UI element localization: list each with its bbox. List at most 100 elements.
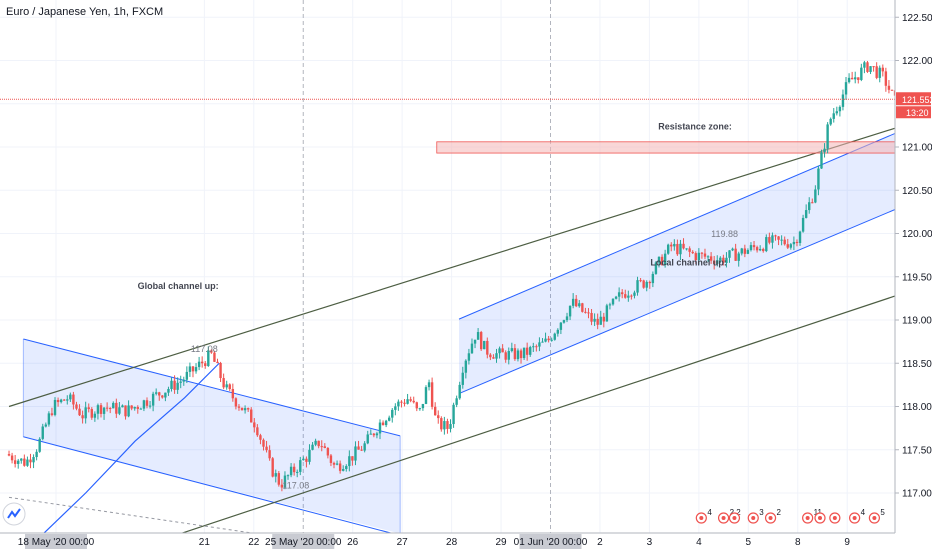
candle-up [765, 237, 767, 251]
candle-down [403, 403, 405, 404]
candle-down [744, 248, 746, 253]
candle-up [167, 389, 169, 393]
candle-up [397, 402, 399, 407]
candle-up [750, 245, 752, 250]
candle-down [587, 312, 589, 313]
candle-up [189, 366, 191, 371]
candle-down [360, 450, 362, 451]
time-tick-label: 29 [495, 537, 507, 548]
candle-down [81, 415, 83, 418]
candle-up [627, 296, 629, 298]
candle-down [229, 384, 231, 389]
time-tick-label: 3 [647, 537, 653, 548]
candle-down [434, 407, 436, 415]
candle-down [768, 237, 770, 243]
candle-up [685, 248, 687, 249]
candle-down [201, 362, 203, 364]
candle-up [443, 421, 445, 429]
candle-up [143, 400, 145, 408]
candle-up [541, 342, 543, 343]
current-price-label: 121.552 [902, 95, 932, 105]
candle-down [63, 400, 65, 401]
candle-up [42, 427, 44, 439]
candle-up [854, 77, 856, 79]
candle-up [465, 361, 467, 373]
candle-up [593, 319, 595, 322]
candle-up [633, 293, 635, 296]
time-tick-label: 01 Jun '20 00:00 [514, 537, 588, 548]
price-axis[interactable]: 117.000 117.500 118.000 118.500 119.000 119.5… [895, 0, 932, 550]
economic-event-icon[interactable] [729, 513, 739, 523]
candle-down [642, 280, 644, 287]
candle-down [271, 458, 273, 476]
price-tick-label: 117.000 [902, 489, 932, 500]
candle-down [75, 404, 77, 408]
candle-down [11, 456, 13, 461]
candle-up [529, 347, 531, 355]
candle-down [535, 346, 537, 347]
candle-up [474, 340, 476, 344]
candle-up [48, 413, 50, 424]
event-count: 3 [759, 508, 764, 517]
candle-up [483, 341, 485, 349]
candle-up [183, 380, 185, 382]
candle-up [462, 373, 464, 385]
candle-down [670, 245, 672, 247]
candle-down [305, 459, 307, 462]
candle-up [817, 169, 819, 190]
annotation-label: Local channel up: [650, 258, 727, 268]
economic-event-icon[interactable] [815, 513, 825, 523]
candle-up [799, 232, 801, 243]
candle-up [612, 299, 614, 305]
time-axis[interactable]: 18 May '20 00:00 21 22 25 May '20 00:00 26 27… [0, 533, 932, 550]
candle-down [603, 317, 605, 322]
candle-up [275, 473, 277, 476]
candle-up [314, 441, 316, 445]
candle-down [256, 427, 258, 435]
candle-up [793, 242, 795, 244]
candle-up [845, 82, 847, 94]
candle-up [879, 68, 881, 78]
candle-down [216, 362, 218, 363]
candle-up [550, 340, 552, 341]
candle-up [152, 394, 154, 406]
price-tick-label: 122.000 [902, 56, 932, 67]
candle-up [198, 362, 200, 367]
candle-down [624, 294, 626, 298]
candle-up [759, 249, 761, 250]
event-count: 5 [880, 508, 885, 517]
price-tick-label: 122.500 [902, 13, 932, 24]
candle-up [538, 342, 540, 346]
price-tick-label: 120.000 [902, 229, 932, 240]
candle-down [866, 62, 868, 72]
candle-up [508, 351, 510, 360]
candle-down [857, 77, 859, 80]
candle-up [394, 406, 396, 410]
candle-down [446, 421, 448, 429]
candle-down [501, 348, 503, 352]
candle-up [808, 202, 810, 210]
candle-down [875, 66, 877, 78]
event-count: 4 [861, 508, 866, 517]
resistance-zone [437, 142, 932, 153]
candle-up [363, 443, 365, 450]
candle-down [431, 382, 433, 407]
candle-up [517, 350, 519, 359]
candle-down [796, 242, 798, 243]
price-tick-label: 120.500 [902, 186, 932, 197]
candle-up [557, 330, 559, 334]
economic-event-icon[interactable] [830, 513, 840, 523]
candle-down [704, 254, 706, 257]
candle-up [609, 304, 611, 305]
time-tick-label: 22 [248, 537, 260, 548]
candle-down [250, 409, 252, 422]
candle-down [575, 299, 577, 306]
candle-up [829, 119, 831, 125]
candle-down [416, 402, 418, 408]
candle-up [468, 353, 470, 360]
tradingview-logo-icon[interactable] [3, 503, 25, 525]
event-dot [732, 516, 736, 520]
candle-up [354, 446, 356, 460]
candle-down [204, 363, 206, 366]
